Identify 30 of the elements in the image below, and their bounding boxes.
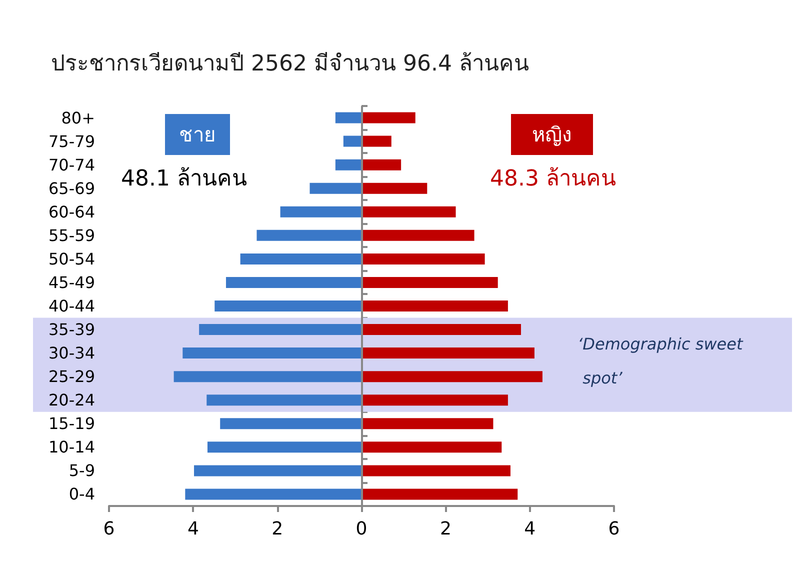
y-tick-label: 55-59 xyxy=(48,226,95,245)
x-tick-label: 2 xyxy=(440,518,452,540)
annotation: 48.1 ล้านคน xyxy=(121,166,247,192)
y-tick-label: 60-64 xyxy=(48,202,95,222)
x-tick-label: 2 xyxy=(272,518,284,540)
annotation: 48.3 ล้านคน xyxy=(490,166,616,192)
y-tick-label: 25-29 xyxy=(48,367,95,386)
y-tick-label: 40-44 xyxy=(48,296,95,316)
y-tick-label: 80+ xyxy=(61,108,95,128)
text: ชาย xyxy=(179,122,216,146)
x-tick-label: 4 xyxy=(524,518,536,540)
x-tick-label: 4 xyxy=(187,518,199,540)
x-tick-label: 6 xyxy=(103,518,115,540)
text: หญิง xyxy=(532,122,572,146)
y-tick-label: 20-24 xyxy=(48,390,95,410)
y-tick-label: 45-49 xyxy=(48,272,95,292)
y-tick-label: 0-4 xyxy=(68,484,95,504)
band-label: ‘Demographic sweet spot’ xyxy=(578,334,744,388)
y-tick-label: 10-14 xyxy=(48,438,95,457)
y-tick-label: 30-34 xyxy=(48,344,95,363)
y-tick-label: 70-74 xyxy=(48,155,95,174)
x-tick-label: 0 xyxy=(356,518,368,540)
x-tick-label: 6 xyxy=(608,518,620,540)
y-tick-label: 15-19 xyxy=(48,414,95,434)
y-tick-label: 5-9 xyxy=(68,461,95,480)
y-tick-label: 50-54 xyxy=(48,249,95,268)
chart-title: ประชากรเวียดนามปี 2562 มีจำนวน 96.4 ล้านคน xyxy=(51,52,529,76)
y-tick-label: 75-79 xyxy=(48,132,95,151)
y-tick-label: 35-39 xyxy=(48,320,95,340)
y-tick-label: 65-69 xyxy=(48,178,95,198)
